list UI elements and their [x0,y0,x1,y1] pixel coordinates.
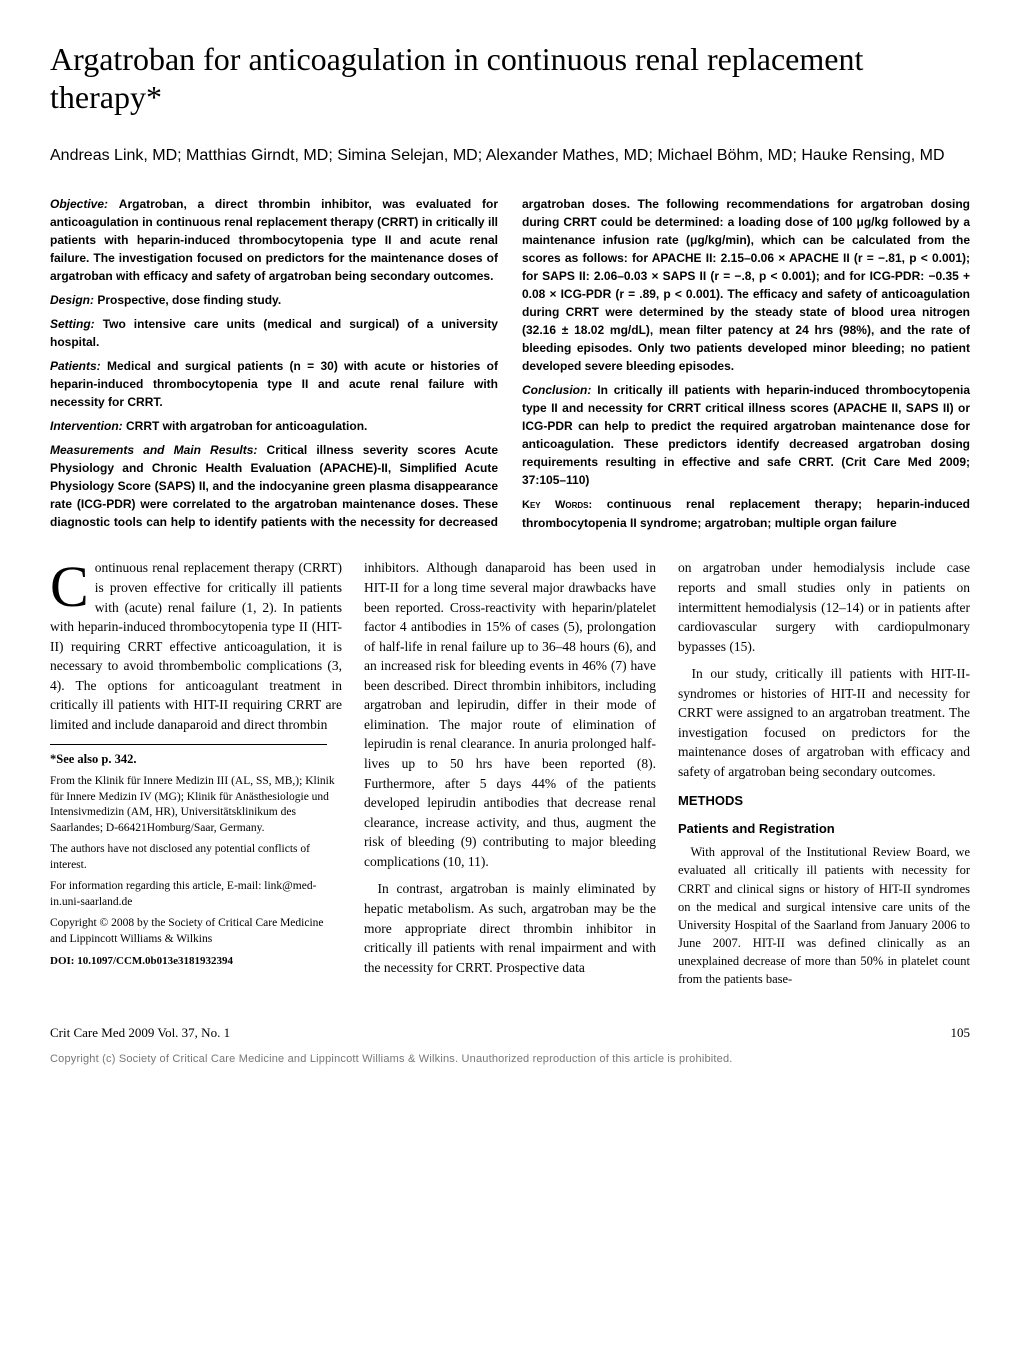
abstract-intervention-text: CRRT with argatroban for anticoagulation… [126,419,367,433]
column-3: on argatroban under hemodialysis include… [678,558,970,996]
author-line: Andreas Link, MD; Matthias Girndt, MD; S… [50,145,970,167]
affiliation-p2: The authors have not disclosed any poten… [50,842,342,873]
see-also-text: *See also p. 342. [50,752,136,766]
column-2: inhibitors. Although danaparoid has been… [364,558,656,996]
methods-heading: METHODS [678,792,970,811]
affiliations-block: *See also p. 342. From the Klinik für In… [50,751,342,968]
column-1: Continuous renal replacement therapy (CR… [50,558,342,996]
footer-page-number: 105 [951,1024,971,1042]
body-col2-p1: inhibitors. Although danaparoid has been… [364,558,656,871]
affiliation-p4: Copyright © 2008 by the Society of Criti… [50,916,342,947]
article-title: Argatroban for anticoagulation in contin… [50,40,970,117]
body-col2-p2: In contrast, argatroban is mainly elimin… [364,879,656,977]
footer-left: Crit Care Med 2009 Vol. 37, No. 1 [50,1024,230,1042]
copyright-bar: Copyright (c) Society of Critical Care M… [50,1052,970,1067]
body-col1-p1: Continuous renal replacement therapy (CR… [50,558,342,734]
methods-p1: With approval of the Institutional Revie… [678,843,970,988]
abstract-block: Objective: Argatroban, a direct thrombin… [50,195,970,534]
doi-text: DOI: 10.1097/CCM.0b013e3181932394 [50,954,342,969]
abstract-setting-text: Two intensive care units (medical and su… [50,317,498,349]
abstract-patients-label: Patients: [50,359,101,373]
affiliation-p1: From the Klinik für Innere Medizin III (… [50,774,342,836]
abstract-intervention-label: Intervention: [50,419,123,433]
abstract-keywords-label: Key Words: [522,499,592,511]
abstract-patients-text: Medical and surgical patients (n = 30) w… [50,359,498,409]
abstract-design-text: Prospective, dose finding study. [97,293,281,307]
abstract-objective-label: Objective: [50,197,108,211]
abstract-objective-text: Argatroban, a direct thrombin inhibitor,… [50,197,498,283]
page-footer: Crit Care Med 2009 Vol. 37, No. 1 105 [50,1024,970,1042]
abstract-conclusion-label: Conclusion: [522,383,591,397]
body-col3-p2: In our study, critically ill patients wi… [678,664,970,781]
methods-subheading: Patients and Registration [678,820,970,839]
body-col3-p1: on argatroban under hemodialysis include… [678,558,970,656]
abstract-setting-label: Setting: [50,317,95,331]
abstract-design-label: Design: [50,293,94,307]
separator-rule [50,744,327,745]
abstract-results-label: Measurements and Main Results: [50,443,257,457]
body-columns: Continuous renal replacement therapy (CR… [50,558,970,996]
affiliation-p3: For information regarding this article, … [50,879,342,910]
abstract-conclusion-text: In critically ill patients with heparin-… [522,383,970,487]
